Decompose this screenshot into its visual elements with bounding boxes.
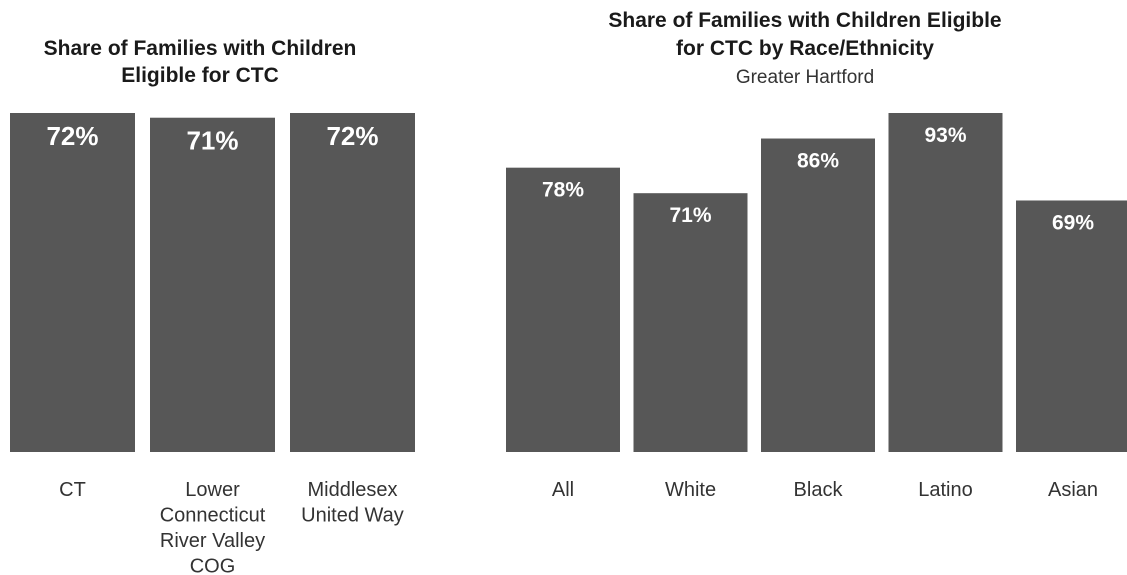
chart-title-line: Eligible for CTC <box>121 64 279 87</box>
chart-subtitle: Greater Hartford <box>736 67 874 88</box>
category-label: Lower <box>185 479 240 501</box>
category-label: Asian <box>1048 479 1098 501</box>
bar <box>761 138 875 453</box>
bar <box>888 113 1003 452</box>
bar <box>290 113 415 452</box>
category-label: Black <box>794 479 844 501</box>
bar <box>10 113 135 452</box>
category-label: River Valley <box>160 530 265 552</box>
category-label: All <box>552 479 574 501</box>
bar-value-label: 78% <box>542 179 584 202</box>
category-label: White <box>665 479 716 501</box>
bar-value-label: 71% <box>186 126 238 156</box>
bar <box>633 193 748 452</box>
bar <box>150 117 275 452</box>
bar-value-label: 72% <box>326 121 378 151</box>
category-label: Latino <box>918 479 973 501</box>
bar-value-label: 71% <box>669 204 711 227</box>
category-label: Middlesex <box>307 479 397 501</box>
bar <box>506 167 620 452</box>
category-label: CT <box>59 479 86 501</box>
bar-value-label: 72% <box>46 121 98 151</box>
bar-value-label: 69% <box>1052 211 1094 234</box>
chart-title-line: for CTC by Race/Ethnicity <box>676 37 934 60</box>
chart-eligibility-by-race: Share of Families with Children Eligible… <box>506 9 1127 501</box>
bar-value-label: 93% <box>924 124 966 147</box>
category-label: Connecticut <box>160 505 266 527</box>
chart-eligibility-by-region: Share of Families with Children Eligible … <box>10 37 415 575</box>
chart-title-line: Share of Families with Children Eligible <box>608 9 1001 32</box>
category-label: United Way <box>301 505 404 527</box>
category-label: COG <box>190 556 236 575</box>
bar-value-label: 86% <box>797 150 839 173</box>
chart-title-line: Share of Families with Children <box>44 37 357 60</box>
bar <box>1016 200 1127 452</box>
